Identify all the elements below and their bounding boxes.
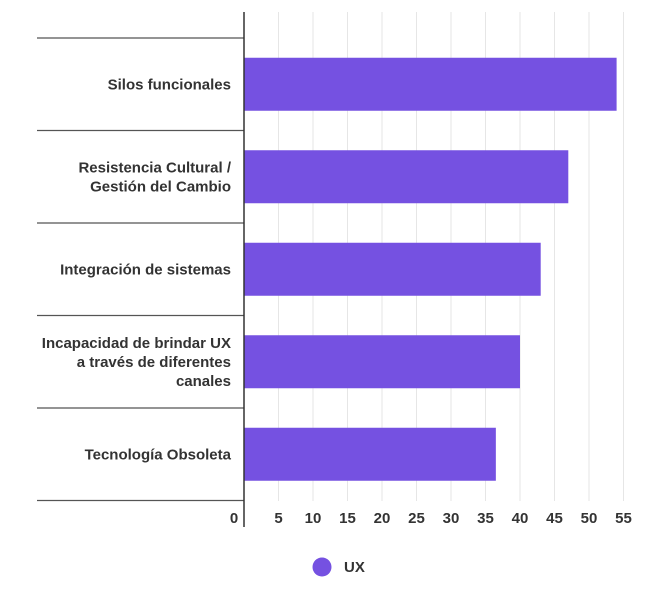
x-tick-label: 35 [477, 510, 494, 527]
category-label: Incapacidad de brindar UX a través de dif… [42, 335, 231, 390]
x-tick-label: 20 [374, 510, 391, 527]
x-tick-labels: 0 5 10 15 20 25 30 35 40 45 50 55 [230, 510, 632, 527]
bar [244, 150, 569, 204]
legend-marker [312, 557, 332, 577]
x-tick-label: 10 [305, 510, 322, 527]
x-tick-label: 55 [615, 510, 632, 527]
category-label: Resistencia Cultural / Gestión del Cambio [78, 159, 231, 195]
x-tick-label: 50 [581, 510, 598, 527]
category-label-line: canales [176, 373, 231, 390]
category-label-line: Integración de sistemas [60, 261, 231, 278]
x-tick-label: 5 [274, 510, 282, 527]
x-tick-label: 30 [443, 510, 460, 527]
category-label-line: Incapacidad de brindar UX [42, 335, 231, 352]
category-label-line: Gestión del Cambio [90, 178, 231, 195]
bar [244, 427, 496, 481]
bar [244, 57, 617, 111]
x-tick-label: 0 [230, 510, 238, 527]
bars [244, 57, 617, 481]
category-label: Silos funcionales [108, 76, 231, 93]
x-tick-label: 15 [339, 510, 356, 527]
category-label-line: Resistencia Cultural / [78, 159, 231, 176]
bar [244, 242, 541, 296]
category-label: Tecnología Obsoleta [85, 446, 232, 463]
category-separators [37, 37, 244, 502]
bar [244, 335, 520, 389]
category-label-line: Tecnología Obsoleta [85, 446, 232, 463]
x-tick-label: 25 [408, 510, 425, 527]
category-labels: Silos funcionales Resistencia Cultural / G… [42, 76, 232, 463]
category-label: Integración de sistemas [60, 261, 231, 278]
x-tick-label: 45 [546, 510, 563, 527]
x-tick-label: 40 [512, 510, 529, 527]
category-label-line: a través de diferentes [77, 354, 231, 371]
category-label-line: Silos funcionales [108, 76, 231, 93]
legend: UX [312, 557, 365, 577]
legend-label: UX [344, 559, 365, 576]
